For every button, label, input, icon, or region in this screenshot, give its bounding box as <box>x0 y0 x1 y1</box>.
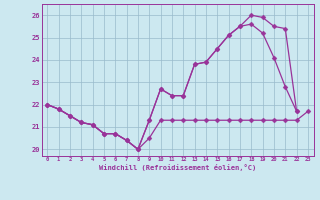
X-axis label: Windchill (Refroidissement éolien,°C): Windchill (Refroidissement éolien,°C) <box>99 164 256 171</box>
